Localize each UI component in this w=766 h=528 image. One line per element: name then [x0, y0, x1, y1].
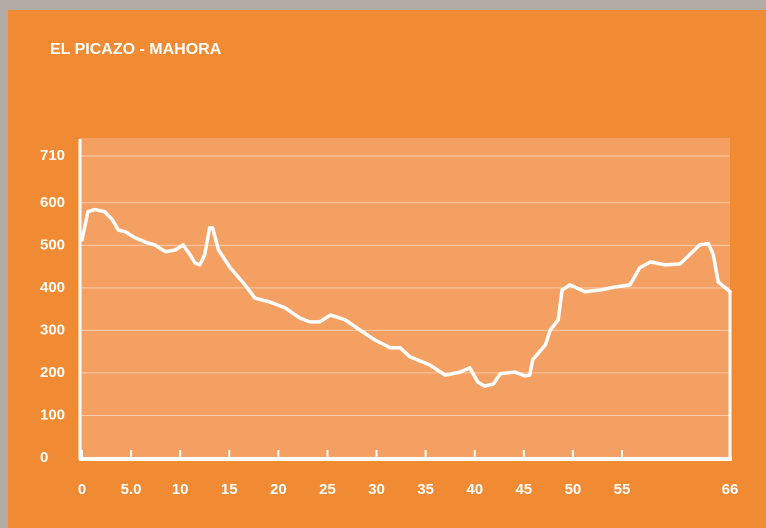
x-tick-label: 5.0	[121, 481, 142, 498]
x-tick-label: 45	[515, 481, 532, 498]
y-tick-label: 710	[40, 147, 65, 164]
x-tick-label: 40	[466, 481, 483, 498]
y-tick-label: 400	[40, 279, 65, 296]
x-tick-label: 50	[565, 481, 582, 498]
y-tick-label: 300	[40, 321, 65, 338]
chart-title: EL PICAZO - MAHORA	[50, 41, 222, 58]
x-tick-label: 20	[270, 481, 287, 498]
x-tick-label: 0	[78, 481, 86, 498]
x-tick-label: 66	[722, 481, 739, 498]
plot-area	[80, 138, 730, 458]
y-tick-label: 500	[40, 236, 65, 253]
x-tick-label: 10	[172, 481, 189, 498]
y-tick-label: 600	[40, 194, 65, 211]
x-tick-label: 35	[417, 481, 434, 498]
y-tick-label: 100	[40, 406, 65, 423]
x-tick-label: 55	[614, 481, 631, 498]
x-tick-label: 15	[221, 481, 238, 498]
x-tick-label: 25	[319, 481, 336, 498]
elevation-line	[80, 207, 732, 388]
y-tick-label: 200	[40, 364, 65, 381]
y-tick-label: 0	[40, 449, 48, 466]
x-tick-label: 30	[368, 481, 385, 498]
